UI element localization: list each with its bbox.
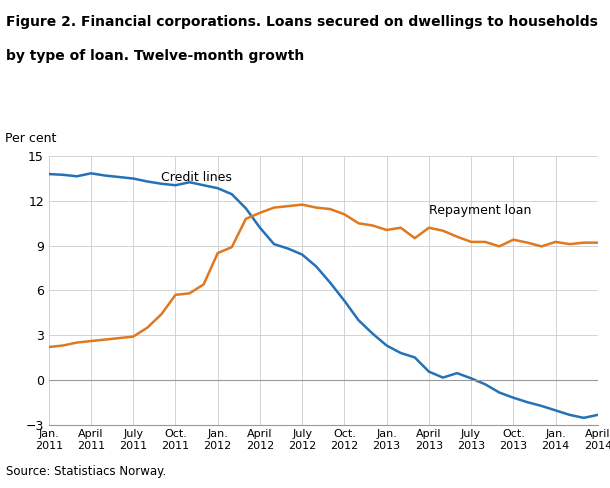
Text: Credit lines: Credit lines [162,171,232,184]
Text: Figure 2. Financial corporations. Loans secured on dwellings to households: Figure 2. Financial corporations. Loans … [6,15,598,29]
Text: Per cent: Per cent [5,132,56,145]
Text: Source: Statistiacs Norway.: Source: Statistiacs Norway. [6,465,167,478]
Text: Repayment loan: Repayment loan [429,204,531,217]
Text: by type of loan. Twelve-month growth: by type of loan. Twelve-month growth [6,49,304,63]
